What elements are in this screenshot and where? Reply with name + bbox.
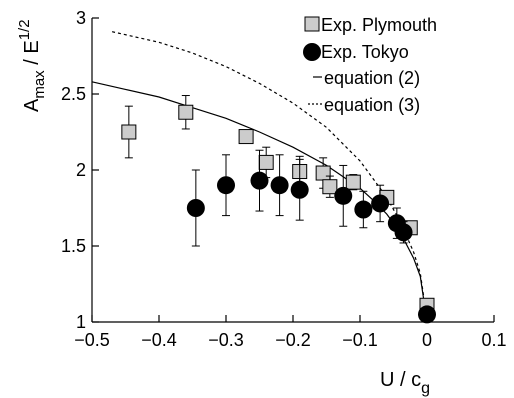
legend-label-equation-3: equation (3) [324,95,420,115]
plymouth-point [258,154,274,170]
tokyo-point [186,199,205,217]
y-axis-label-sub: max [31,70,48,99]
tokyo-point [290,180,309,199]
equation-3-curve [111,31,428,320]
equation-2-curve [91,81,428,323]
plot-area: −0.5 −0.4 −0.3 −0.2 −0.1 0 0.1 1 1.5 2 2.5 3 [61,8,507,350]
y-axis-label-rest: / E [21,40,43,70]
y-axis-label-main: A [21,98,43,112]
y-tick-label: 3 [76,8,86,28]
x-tick-label: −0.2 [275,330,311,350]
tokyo-point [371,194,390,213]
x-tick-label: −0.1 [342,330,378,350]
plymouth-point [178,104,194,120]
y-tick-label: 2 [76,160,86,180]
plymouth-point [345,174,361,190]
y-axis-label-sup: 1/2 [16,19,33,40]
model-curves [91,31,428,323]
axis-ticks: −0.5 −0.4 −0.3 −0.2 −0.1 0 0.1 1 1.5 2 2.5 3 [61,8,507,350]
legend-marker-tokyo [303,43,321,61]
legend-label-equation-2: equation (2) [324,68,420,88]
legend-marker-plymouth [304,16,320,32]
x-axis-label-sub: g [421,380,430,397]
x-tick-label: −0.3 [208,330,244,350]
legend: Exp. Plymouth Exp. Tokyo equation (2) eq… [303,15,437,115]
x-tick-label: 0 [422,330,432,350]
tokyo-point [334,186,353,205]
tokyo-point [418,305,436,324]
x-tick-label: 0.1 [481,330,506,350]
tokyo-point [394,223,413,242]
y-tick-label: 1 [76,312,86,332]
x-tick-label: −0.4 [141,330,177,350]
x-axis-label-main: U / c [380,369,421,391]
y-tick-label: 2.5 [61,84,86,104]
legend-label-plymouth: Exp. Plymouth [321,15,437,35]
data-markers [121,95,436,324]
y-tick-label: 1.5 [61,236,86,256]
y-axis-label: Amax / E1/2 [16,19,48,112]
plymouth-point [315,165,331,181]
tokyo-point [250,171,269,190]
plymouth-point [322,179,338,195]
tokyo-point [354,200,373,219]
tokyo-point [270,176,289,195]
x-axis-label: U / cg [380,369,430,397]
plymouth-point [121,124,137,140]
tokyo-point [217,176,235,195]
x-tick-label: −0.5 [74,330,110,350]
legend-label-tokyo: Exp. Tokyo [321,42,409,62]
plymouth-point [238,129,254,145]
